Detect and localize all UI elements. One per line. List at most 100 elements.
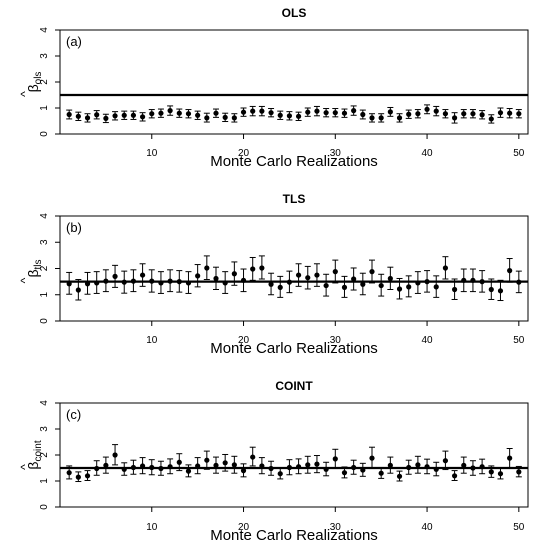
plot-frame [59,402,529,508]
x-tick-label: 20 [238,522,250,533]
data-point [130,464,137,471]
data-point [424,464,430,470]
data-point [195,273,201,279]
data-point [250,454,256,460]
data-point [369,115,375,121]
data-point [396,115,403,121]
data-point [415,280,421,286]
data-point [103,462,109,468]
data-point [378,282,384,289]
data-point [112,113,118,119]
data-point [406,284,412,290]
data-point [149,464,155,471]
data-point [250,266,256,272]
data-point [332,269,338,275]
data-point [507,455,513,461]
x-tick-label: 30 [330,148,342,159]
data-point [240,277,247,283]
y-tick-label: 3 [39,426,50,432]
data-point [94,280,100,286]
data-point [507,268,513,274]
data-point [323,282,329,289]
data-point [112,452,118,458]
data-point [341,470,348,476]
y-axis-label-subscript: tls [33,259,44,269]
y-tick-label: 0 [39,318,50,324]
y-axis-label-text: βcoint [25,440,44,469]
data-point [314,461,320,467]
data-point [240,468,247,474]
y-axis-label-symbol: β [25,269,41,277]
data-point [424,106,430,112]
data-point [103,115,109,121]
data-point [139,272,146,278]
y-axis-label-hat: ^ [18,464,32,470]
data-point [277,471,283,477]
data-point [378,115,384,121]
data-point [406,111,412,117]
x-tick-label: 20 [238,335,250,346]
data-point [176,279,182,285]
data-point [341,110,348,116]
data-point [176,110,182,116]
data-point [277,112,283,118]
data-point [149,278,155,284]
data-point [167,278,173,284]
panel-coint: COINT (c) 10 20 30 40 50 0 1 2 3 4 Monte Carlo Reali… [18,379,529,544]
data-point [286,113,293,119]
data-point [167,108,173,114]
data-point [332,110,338,116]
y-tick-label: 3 [39,53,50,59]
data-point [130,112,137,118]
data-point [149,111,155,117]
y-tick-label: 0 [39,131,50,137]
data-point [516,469,522,475]
chart-title: OLS [282,6,307,20]
data-point [461,462,467,468]
data-point [139,463,146,469]
data-point [516,279,522,285]
x-tick-label: 40 [421,522,433,533]
data-point [231,271,237,277]
y-axis-label: βols^ [18,72,44,97]
data-point [387,275,393,282]
data-point [314,108,320,114]
data-point [204,457,210,463]
data-point [259,265,265,271]
data-point [314,272,320,278]
data-point [259,108,265,114]
y-tick-label: 1 [39,105,50,111]
y-tick-label: 4 [39,213,50,219]
x-tick-label: 40 [421,148,433,159]
data-point [451,115,458,121]
y-axis-label-hat: ^ [18,91,32,97]
data-point [305,109,311,115]
data-point [433,108,439,114]
data-point [360,111,366,118]
data-point [121,112,127,118]
data-point [286,279,293,285]
y-axis-label: βtls^ [18,259,44,283]
y-tick-label: 4 [39,27,50,33]
x-axis-label: Monte Carlo Realizations [210,153,378,170]
data-point [185,468,192,474]
data-point [351,108,357,114]
data-point [516,111,522,117]
data-point [94,465,100,472]
x-tick-label: 50 [513,522,525,533]
data-point [139,114,146,120]
y-axis-label-text: βols [25,72,44,93]
data-point [204,265,210,271]
data-point [84,115,91,121]
data-point [66,111,72,118]
data-point [295,113,302,119]
plot-frame [59,29,529,135]
data-point [103,278,109,284]
data-point [66,470,72,476]
y-axis-label-subscript: ols [33,72,44,85]
y-axis-label-symbol: β [25,84,41,92]
data-point [176,459,182,465]
panel-tls: TLS (b) 10 20 30 40 50 0 1 2 3 4 Monte Carlo Realiza… [18,192,529,357]
y-tick-label: 4 [39,400,50,406]
data-point [121,279,127,285]
